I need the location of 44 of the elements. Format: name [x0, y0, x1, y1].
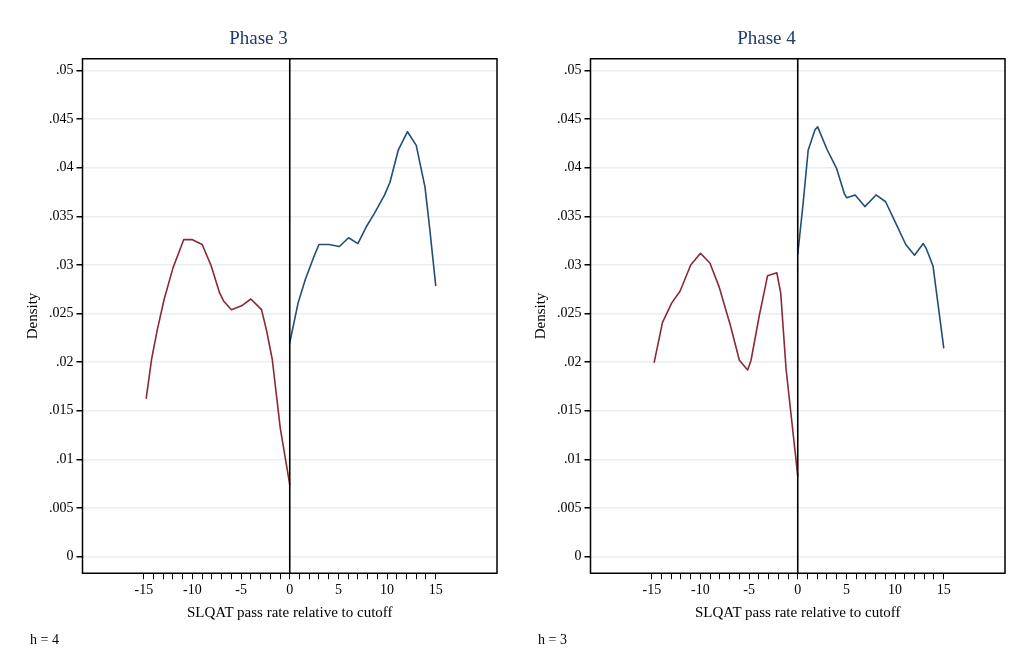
y-tick-label: 0: [66, 548, 74, 564]
chart-title: Phase 3: [229, 27, 288, 49]
y-tick-label: .02: [564, 353, 582, 369]
x-tick-label: 10: [380, 582, 395, 598]
x-axis-title: SLQAT pass rate relative to cutoff: [694, 603, 901, 620]
x-tick-label: 10: [888, 582, 903, 598]
y-tick-label: .05: [56, 62, 74, 78]
y-tick-label: .03: [564, 256, 582, 272]
y-axis-title: Density: [23, 292, 40, 340]
x-tick-label: 5: [334, 582, 342, 598]
y-tick-label: .045: [557, 110, 582, 126]
x-tick-label: 0: [286, 582, 294, 598]
y-tick-label: .02: [56, 353, 74, 369]
x-tick-label: -15: [134, 582, 154, 598]
x-tick-label: 0: [794, 582, 802, 598]
y-tick-label: .015: [557, 402, 582, 418]
y-tick-label: .015: [49, 402, 74, 418]
x-tick-label: -5: [235, 582, 247, 598]
y-tick-label: .03: [56, 256, 74, 272]
y-tick-label: .005: [557, 499, 582, 515]
y-tick-label: .05: [564, 62, 582, 78]
y-axis-title: Density: [531, 292, 548, 340]
x-tick-label: 15: [936, 582, 951, 598]
y-tick-label: .035: [557, 208, 582, 223]
y-tick-label: .04: [56, 159, 74, 175]
y-tick-label: .005: [49, 499, 74, 515]
x-tick-label: -15: [642, 582, 662, 598]
y-tick-label: .045: [49, 110, 74, 126]
text: h = 4: [30, 632, 59, 647]
x-tick-label: 15: [428, 582, 443, 598]
y-tick-label: 0: [574, 548, 582, 564]
y-tick-label: .01: [564, 451, 582, 467]
text: h = 3: [538, 632, 567, 647]
x-axis-title: SLQAT pass rate relative to cutoff: [186, 603, 393, 620]
chart-title: Phase 4: [737, 27, 797, 49]
y-tick-label: .035: [49, 208, 74, 223]
y-tick-label: .025: [49, 305, 74, 321]
x-tick-label: 5: [842, 582, 850, 598]
y-tick-label: .04: [564, 159, 582, 175]
y-tick-label: .01: [56, 451, 74, 467]
x-tick-label: -10: [183, 582, 202, 598]
x-tick-label: -5: [743, 582, 755, 598]
x-tick-label: -10: [691, 582, 710, 598]
y-tick-label: .025: [557, 305, 582, 321]
